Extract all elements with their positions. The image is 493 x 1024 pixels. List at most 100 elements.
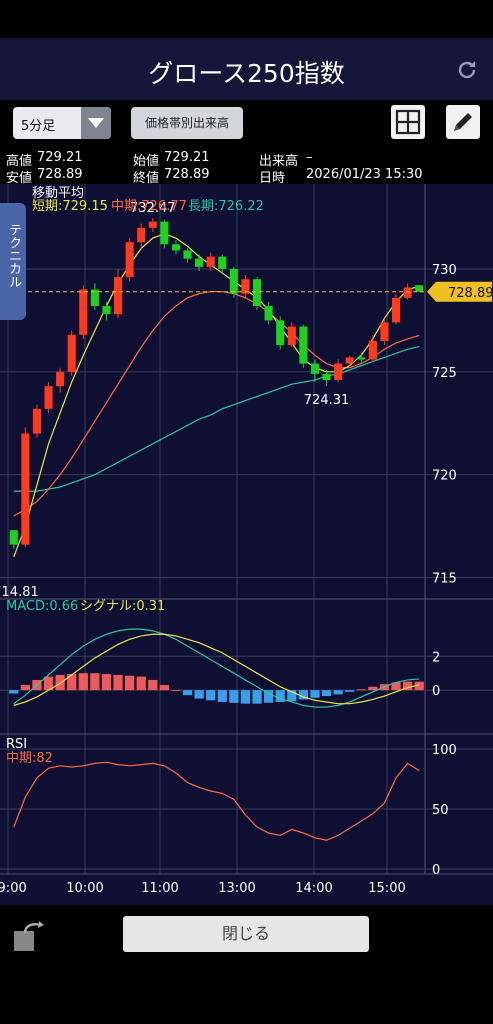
macd-histogram-bar bbox=[43, 676, 54, 691]
candle-body bbox=[90, 289, 99, 306]
macd-histogram-bar bbox=[148, 679, 158, 691]
macd-histogram-bar bbox=[345, 690, 355, 692]
macd-line bbox=[13, 628, 420, 708]
candle-body bbox=[160, 221, 169, 245]
macd-histogram-bar bbox=[90, 673, 100, 691]
candle-body bbox=[125, 242, 134, 278]
candle-body bbox=[287, 326, 296, 346]
chevron-down-icon[interactable] bbox=[81, 107, 111, 139]
candle-body bbox=[102, 305, 111, 315]
candle-body bbox=[21, 433, 30, 545]
candle-body bbox=[44, 386, 53, 409]
macd-histogram-bar bbox=[310, 690, 320, 698]
draw-button[interactable] bbox=[446, 105, 480, 139]
page-title: グロース250指数 bbox=[148, 59, 345, 88]
ma-long-line bbox=[13, 346, 420, 492]
macd-histogram-bar bbox=[263, 690, 274, 703]
candle-body bbox=[32, 408, 42, 434]
open-value: 729.21 bbox=[164, 150, 210, 165]
macd-histogram-bar bbox=[229, 690, 239, 703]
macd-histogram-bar bbox=[171, 690, 181, 692]
layout-grid-button[interactable] bbox=[391, 105, 425, 139]
rsi-title: RSI bbox=[6, 737, 27, 752]
price-info: 高値 729.21 始値 729.21 出来高 – 安値 728.89 終値 7… bbox=[0, 148, 493, 186]
close-label: 終値 bbox=[133, 171, 160, 186]
candle-body bbox=[368, 340, 377, 360]
macd-histogram-bar bbox=[206, 690, 216, 701]
candle-body bbox=[56, 371, 65, 387]
candle-body bbox=[171, 244, 181, 251]
low-value: 728.89 bbox=[37, 167, 83, 182]
interval-select-label: 5分足 bbox=[21, 119, 56, 134]
time-tick-label: 10:00 bbox=[66, 881, 103, 896]
price-tick-label: 715 bbox=[432, 572, 457, 587]
macd-histogram-bar bbox=[55, 674, 65, 691]
candle-body bbox=[252, 279, 262, 306]
macd-histogram-bar bbox=[275, 690, 285, 702]
macd-histogram-bar bbox=[67, 674, 77, 691]
ma-short-legend: 短期:729.15 bbox=[32, 199, 108, 214]
macd-histogram-bar bbox=[194, 690, 204, 699]
macd-tick-label: 0 bbox=[432, 684, 440, 699]
macd-histogram-bar bbox=[124, 675, 135, 691]
datetime-label: 日時 bbox=[259, 171, 286, 186]
rsi-mid-legend: 中期:82 bbox=[6, 751, 53, 766]
macd-histogram-bar bbox=[368, 686, 378, 691]
candle-body bbox=[183, 250, 192, 259]
macd-histogram-bar bbox=[217, 690, 227, 702]
technical-tab[interactable]: テクニカル bbox=[0, 203, 26, 320]
high-label: 高値 bbox=[6, 154, 33, 169]
technical-tab-label: テクニカル bbox=[6, 223, 21, 288]
macd-histogram-bar bbox=[240, 690, 251, 704]
candle-body bbox=[403, 287, 412, 298]
rsi-tick-label: 100 bbox=[432, 743, 457, 758]
price-chart[interactable]: 715 720 725 730 728.89 732.47 724.31 714.81 移動平均… bbox=[0, 184, 493, 905]
macd-histogram-bar bbox=[321, 690, 332, 697]
signal-line bbox=[13, 633, 420, 706]
macd-histogram-bar bbox=[252, 690, 262, 704]
open-label: 始値 bbox=[133, 154, 160, 169]
time-tick-label: 09:00 bbox=[0, 881, 27, 896]
rotate-screen-icon[interactable] bbox=[11, 917, 47, 953]
rsi-tick-label: 0 bbox=[432, 863, 440, 878]
macd-legend: MACD:0.66 bbox=[6, 599, 78, 614]
macd-histogram-bar bbox=[182, 690, 193, 696]
time-tick-label: 15:00 bbox=[368, 881, 405, 896]
status-bar bbox=[0, 0, 493, 38]
macd-histogram-bar bbox=[298, 690, 309, 700]
candle-body bbox=[79, 289, 88, 335]
macd-histogram-bar bbox=[402, 681, 413, 691]
candle-body bbox=[9, 530, 18, 545]
high-value: 729.21 bbox=[37, 150, 83, 165]
low-label: 安値 bbox=[6, 171, 33, 186]
price-tick-label: 725 bbox=[432, 366, 457, 381]
candle-body bbox=[137, 227, 146, 243]
open-low-annotation: 714.81 bbox=[0, 585, 39, 600]
macd-histogram-bar bbox=[78, 673, 88, 691]
candle-body bbox=[391, 297, 401, 323]
volume-by-price-button[interactable]: 価格帯別出来高 bbox=[131, 107, 243, 139]
macd-histogram-bar bbox=[159, 685, 170, 691]
time-tick-label: 13:00 bbox=[218, 881, 255, 896]
ma-mid-legend: 中期:726.77 bbox=[111, 199, 187, 214]
candle-body bbox=[357, 357, 366, 360]
candle-body bbox=[206, 256, 215, 267]
ma-short-line bbox=[13, 233, 420, 558]
candle-body bbox=[218, 256, 227, 269]
candle-body bbox=[334, 363, 343, 381]
volume-value: – bbox=[306, 150, 313, 165]
high-annotation: 732.47 bbox=[130, 201, 176, 216]
rsi-line bbox=[13, 761, 420, 841]
candle-body bbox=[415, 285, 424, 292]
candle-body bbox=[241, 279, 250, 294]
macd-histogram-bar bbox=[333, 690, 343, 695]
rsi-tick-label: 50 bbox=[432, 803, 449, 818]
interval-select[interactable]: 5分足 bbox=[13, 107, 111, 139]
close-button[interactable]: 閉じる bbox=[123, 916, 369, 952]
signal-legend: シグナル:0.31 bbox=[80, 599, 165, 614]
pencil-icon bbox=[454, 113, 472, 131]
macd-histogram-bar bbox=[20, 685, 31, 691]
close-value: 728.89 bbox=[164, 167, 210, 182]
macd-histogram-bar bbox=[287, 690, 297, 702]
refresh-icon[interactable] bbox=[455, 58, 479, 82]
